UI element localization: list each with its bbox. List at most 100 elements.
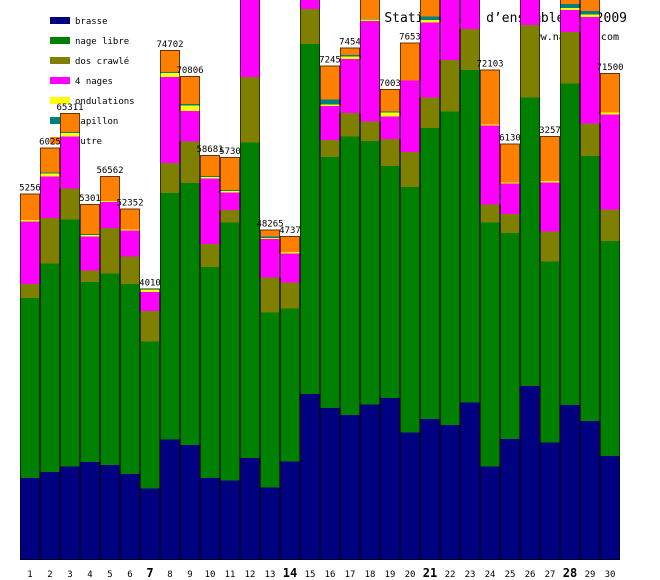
bar-outline — [20, 193, 40, 560]
bar-segment — [220, 222, 240, 481]
bar-segment — [180, 104, 200, 106]
legend-label: papillon — [75, 117, 118, 127]
bar-total-label: 5301 — [79, 194, 101, 204]
bar-total-label: 3257 — [539, 126, 561, 136]
bar-total-label: 5256 — [19, 184, 41, 194]
bar-segment — [40, 172, 60, 174]
bar-segment — [120, 474, 140, 560]
bar-segment — [380, 116, 400, 139]
bar-segment — [120, 208, 140, 230]
bar-outline — [240, 0, 260, 560]
bar-segment — [520, 0, 540, 25]
bar-segment — [600, 112, 620, 115]
bar-total-label: 7653 — [399, 33, 421, 43]
bar-outline — [360, 0, 380, 560]
x-tick-label: 16 — [325, 570, 336, 580]
bar-segment — [540, 231, 560, 262]
bar-segment — [580, 421, 600, 560]
bar-total-label: 65311 — [56, 103, 83, 113]
legend-label: 4 nages — [75, 77, 113, 87]
bar-outline — [140, 288, 160, 560]
bar-outline — [120, 208, 140, 560]
bar-segment — [520, 97, 540, 386]
bar-segment — [560, 10, 580, 32]
bar-segment — [260, 239, 280, 278]
bar-outline — [40, 147, 60, 560]
bar-segment — [260, 277, 280, 313]
bar-segment — [600, 73, 620, 113]
bar-outline — [60, 113, 80, 560]
bar-segment — [520, 386, 540, 560]
x-tick-label: 1 — [27, 570, 32, 580]
x-tick-label: 11 — [225, 570, 236, 580]
bar-segment — [420, 20, 440, 23]
bar-segment — [200, 176, 220, 177]
bar-segment — [60, 113, 80, 132]
bar-segment — [360, 141, 380, 405]
bar-segment — [560, 405, 580, 560]
bar-segment — [440, 0, 460, 60]
bar-segment — [80, 282, 100, 462]
bar-segment — [200, 267, 220, 478]
bar-segment — [360, 404, 380, 560]
x-tick-label: 19 — [385, 570, 396, 580]
legend-label: autre — [75, 137, 102, 147]
bar-segment — [120, 256, 140, 284]
bar-segment — [380, 139, 400, 166]
bar-total-label: 71500 — [596, 63, 623, 73]
bar-segment — [580, 123, 600, 156]
bar-segment — [580, 17, 600, 124]
bar-outline — [80, 204, 100, 560]
x-tick-label: 8 — [167, 570, 172, 580]
bar-outline — [540, 136, 560, 560]
bar-outline — [220, 157, 240, 560]
x-tick-label: 5 — [107, 570, 112, 580]
bar-segment — [120, 230, 140, 257]
x-tick-label: 29 — [585, 570, 596, 580]
bar-segment — [260, 312, 280, 488]
bar-segment — [200, 244, 220, 267]
bar-segment — [20, 478, 40, 560]
bar-segment — [240, 77, 260, 143]
bar-segment — [220, 157, 240, 190]
bar-total-label: 56562 — [96, 166, 123, 176]
bar-segment — [240, 0, 260, 77]
bar-segment — [340, 47, 360, 55]
bar-segment — [500, 214, 520, 233]
bar-segment — [300, 394, 320, 560]
bar-segment — [360, 19, 380, 20]
bar-segment — [460, 70, 480, 403]
bar-total-label: 7003 — [379, 79, 401, 89]
bar-segment — [160, 439, 180, 560]
bar-segment — [220, 191, 240, 193]
bar-outline — [180, 76, 200, 560]
x-tick-label: 28 — [563, 566, 577, 580]
bar-segment — [180, 445, 200, 560]
bar-segment — [100, 273, 120, 465]
x-tick-label: 4 — [87, 570, 92, 580]
bar-segment — [560, 0, 580, 4]
bar-segment — [400, 80, 420, 152]
bar-segment — [80, 462, 100, 560]
bar-segment — [500, 182, 520, 184]
bar-segment — [40, 176, 60, 218]
bar-segment — [460, 29, 480, 70]
bar-segment — [240, 142, 260, 458]
bar-segment — [560, 4, 580, 8]
bar-segment — [340, 59, 360, 113]
x-tick-label: 6 — [127, 570, 132, 580]
bar-segment — [580, 0, 600, 11]
x-tick-label: 12 — [245, 570, 256, 580]
bar-segment — [440, 425, 460, 560]
bar-total-label: 4737 — [279, 226, 301, 236]
bar-segment — [500, 439, 520, 560]
x-tick-label: 20 — [405, 570, 416, 580]
bar-segment — [180, 141, 200, 183]
bar-segment — [140, 341, 160, 489]
bar-segment — [480, 125, 500, 205]
bar-outline — [560, 0, 580, 560]
bar-segment — [40, 218, 60, 264]
bar-total-label: 7245 — [319, 56, 341, 66]
bar-segment — [60, 133, 80, 137]
